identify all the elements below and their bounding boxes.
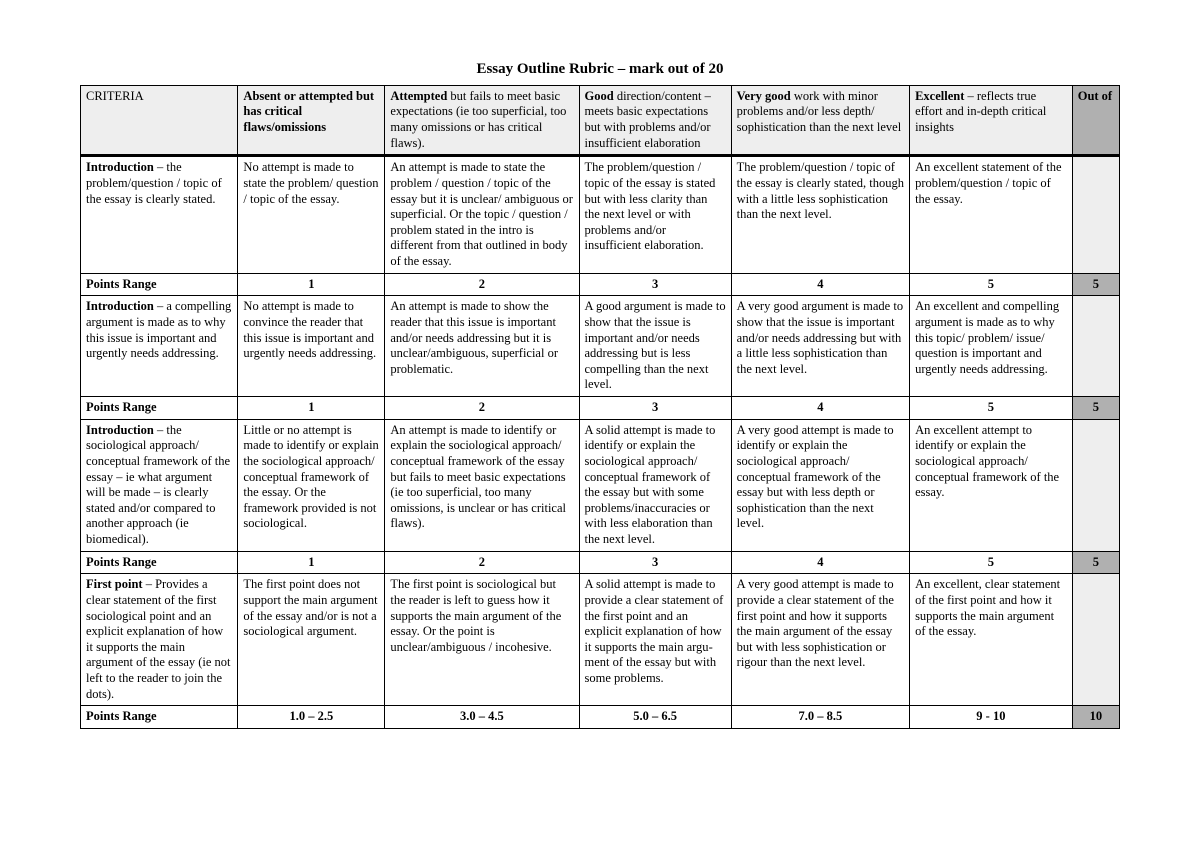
points-label: Points Range <box>81 551 238 574</box>
cell-attempted: The first point is sociological but the … <box>385 574 579 706</box>
table-row: First point – Provides a clear statement… <box>81 574 1120 706</box>
cell-excellent: An excellent statement of the problem/qu… <box>910 156 1073 273</box>
hdr-outof: Out of <box>1072 85 1119 156</box>
criteria-cell: Introduction – the sociological approach… <box>81 419 238 551</box>
cell-absent: No attempt is made to state the problem/… <box>238 156 385 273</box>
points-5: 9 - 10 <box>910 706 1073 729</box>
criteria-cell: First point – Provides a clear statement… <box>81 574 238 706</box>
cell-verygood: A very good argument is made to show tha… <box>731 296 909 397</box>
points-3: 5.0 – 6.5 <box>579 706 731 729</box>
table-row: Introduction – the sociological approach… <box>81 419 1120 551</box>
cell-good: A solid attempt is made to identify or e… <box>579 419 731 551</box>
cell-excellent: An excellent, clear statement of the fir… <box>910 574 1073 706</box>
points-3: 3 <box>579 551 731 574</box>
cell-good: A solid attempt is made to provide a cle… <box>579 574 731 706</box>
points-label: Points Range <box>81 706 238 729</box>
points-4: 4 <box>731 551 909 574</box>
points-out: 5 <box>1072 273 1119 296</box>
cell-good: A good argument is made to show that the… <box>579 296 731 397</box>
points-label: Points Range <box>81 273 238 296</box>
cell-out <box>1072 156 1119 273</box>
cell-excellent: An excellent attempt to identify or expl… <box>910 419 1073 551</box>
criteria-cell: Introduction – the problem/question / to… <box>81 156 238 273</box>
rubric-table: CRITERIA Absent or attempted but has cri… <box>80 85 1120 729</box>
points-2: 2 <box>385 397 579 420</box>
cell-attempted: An attempt is made to state the problem … <box>385 156 579 273</box>
points-2: 2 <box>385 551 579 574</box>
table-row: Introduction – a compelling argument is … <box>81 296 1120 397</box>
points-row: Points Range 1.0 – 2.5 3.0 – 4.5 5.0 – 6… <box>81 706 1120 729</box>
points-3: 3 <box>579 273 731 296</box>
cell-verygood: The problem/question / topic of the essa… <box>731 156 909 273</box>
points-label: Points Range <box>81 397 238 420</box>
page-title: Essay Outline Rubric – mark out of 20 <box>80 60 1120 79</box>
table-row: Introduction – the problem/question / to… <box>81 156 1120 273</box>
hdr-excellent: Excellent – reflects true effort and in-… <box>910 85 1073 156</box>
cell-out <box>1072 296 1119 397</box>
points-2: 2 <box>385 273 579 296</box>
cell-excellent: An excellent and compelling argument is … <box>910 296 1073 397</box>
cell-absent: No attempt is made to convince the reade… <box>238 296 385 397</box>
cell-attempted: An attempt is made to show the reader th… <box>385 296 579 397</box>
hdr-absent: Absent or attempted but has critical fla… <box>238 85 385 156</box>
points-row: Points Range 1 2 3 4 5 5 <box>81 551 1120 574</box>
points-row: Points Range 1 2 3 4 5 5 <box>81 397 1120 420</box>
cell-verygood: A very good attempt is made to identify … <box>731 419 909 551</box>
points-1: 1 <box>238 273 385 296</box>
cell-absent: Little or no attempt is made to identify… <box>238 419 385 551</box>
hdr-attempted: Attempted but fails to meet basic expect… <box>385 85 579 156</box>
points-4: 4 <box>731 273 909 296</box>
points-out: 5 <box>1072 551 1119 574</box>
criteria-cell: Introduction – a compelling argument is … <box>81 296 238 397</box>
points-4: 7.0 – 8.5 <box>731 706 909 729</box>
cell-out <box>1072 574 1119 706</box>
header-row: CRITERIA Absent or attempted but has cri… <box>81 85 1120 156</box>
points-4: 4 <box>731 397 909 420</box>
hdr-criteria: CRITERIA <box>81 85 238 156</box>
cell-absent: The first point does not support the mai… <box>238 574 385 706</box>
points-1: 1.0 – 2.5 <box>238 706 385 729</box>
hdr-good: Good direction/content – meets basic exp… <box>579 85 731 156</box>
points-3: 3 <box>579 397 731 420</box>
cell-verygood: A very good attempt is made to provide a… <box>731 574 909 706</box>
cell-attempted: An attempt is made to identify or explai… <box>385 419 579 551</box>
points-5: 5 <box>910 551 1073 574</box>
points-row: Points Range 1 2 3 4 5 5 <box>81 273 1120 296</box>
cell-out <box>1072 419 1119 551</box>
points-1: 1 <box>238 551 385 574</box>
points-5: 5 <box>910 397 1073 420</box>
points-out: 10 <box>1072 706 1119 729</box>
points-out: 5 <box>1072 397 1119 420</box>
points-2: 3.0 – 4.5 <box>385 706 579 729</box>
hdr-verygood: Very good work with minor problems and/o… <box>731 85 909 156</box>
points-1: 1 <box>238 397 385 420</box>
cell-good: The problem/question / topic of the essa… <box>579 156 731 273</box>
points-5: 5 <box>910 273 1073 296</box>
